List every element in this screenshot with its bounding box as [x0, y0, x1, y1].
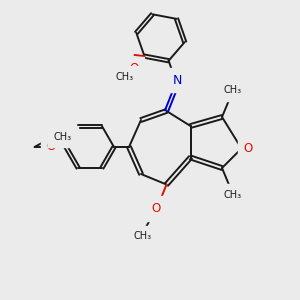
- Text: CH₃: CH₃: [224, 190, 242, 200]
- Text: CH₃: CH₃: [116, 72, 134, 82]
- Text: O: O: [152, 202, 160, 215]
- Text: CH₃: CH₃: [54, 131, 72, 142]
- Text: N: N: [173, 74, 182, 87]
- Text: O: O: [129, 62, 138, 75]
- Text: CH₃: CH₃: [134, 231, 152, 241]
- Text: O: O: [46, 140, 56, 154]
- Text: O: O: [244, 142, 253, 155]
- Text: CH₃: CH₃: [224, 85, 242, 95]
